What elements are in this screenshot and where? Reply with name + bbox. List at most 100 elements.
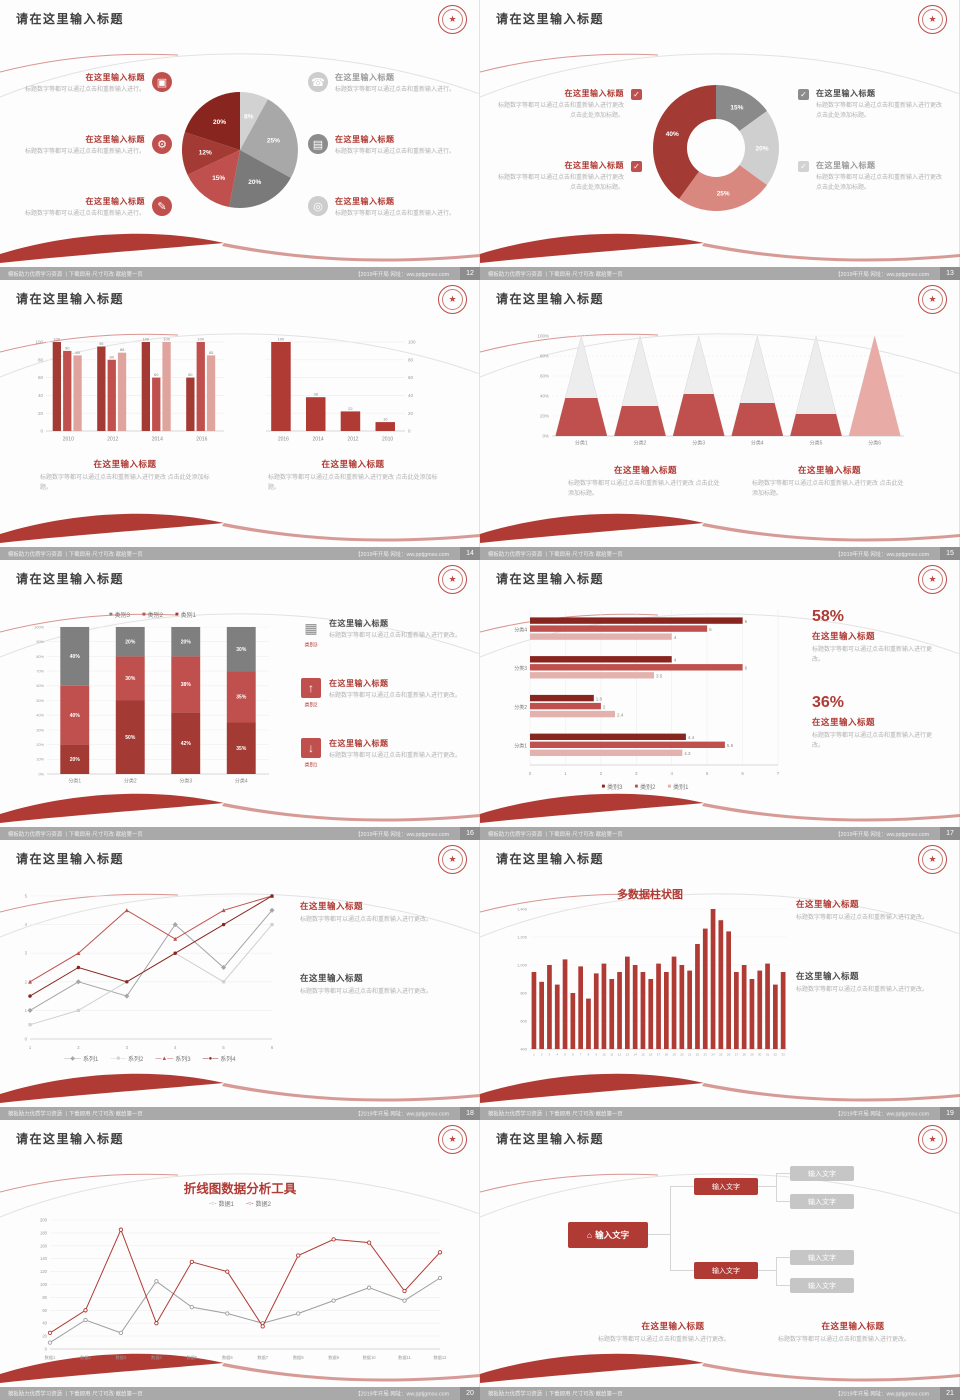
svg-text:数据12: 数据12 [433,1354,447,1361]
svg-text:分类2: 分类2 [124,778,137,785]
text-block: 在这里输入标题 标题数字等都可以通过点击和重新输入进行更改。 [778,1320,928,1346]
item-title: 在这里输入标题 [564,89,624,98]
block-desc: 标题数字等都可以通过点击和重新输入进行更改 点击此处添加标题。 [752,481,904,497]
page-number: 19 [940,1107,960,1120]
svg-text:2010: 2010 [63,437,74,443]
svg-text:200: 200 [40,1218,48,1223]
svg-text:16: 16 [649,1053,653,1057]
svg-text:25: 25 [719,1053,723,1057]
item-desc: 标题数字等都可以通过点击和重新输入进行更改。 [329,693,462,699]
svg-text:6: 6 [572,1053,574,1057]
svg-text:100: 100 [163,337,170,342]
svg-text:分类1: 分类1 [514,743,527,750]
svg-text:5: 5 [25,894,28,899]
svg-text:分类1: 分类1 [575,440,588,447]
block-desc: 标题数字等都可以通过点击和重新输入进行更改。 [812,647,933,663]
text-block: 在这里输入标题 标题数字等都可以通过点击和重新输入进行更改 点击此处添加标题。 [40,458,210,493]
footer-text: 模板助力优质学习资源 丨下载即用·尺寸可改·献给第一页 [488,272,623,278]
item-desc: 标题数字等都可以通过点击和重新输入进行更改。 [329,753,462,759]
legend-item: ■ 类别3 [109,611,131,620]
block-desc: 标题数字等都可以通过点击和重新输入进行更改。 [812,733,933,749]
item-desc: 标题数字等都可以通过点击和重新输入进行。 [335,211,456,217]
svg-text:100%: 100% [537,334,549,339]
slide-title: 请在这里输入标题 [496,1132,605,1146]
block-title: 在这里输入标题 [821,1321,885,1331]
bicycle-icon: ◎ [308,196,328,216]
briefcase-icon: ▤ [308,134,328,154]
block-title: 在这里输入标题 [613,465,677,475]
org-branch-box: 输入文字 [694,1178,758,1195]
org-leaf-label: 输入文字 [808,1198,836,1206]
page-number: 16 [460,827,480,840]
svg-text:20%: 20% [755,145,768,152]
chart-legend: ■ 类别3 ■ 类别2 ■ 类别1 [520,782,770,792]
chart-title: 折线图数据分析工具 [183,1182,297,1196]
org-leaf-label: 输入文字 [808,1282,836,1290]
svg-text:100%: 100% [34,625,44,629]
svg-text:2: 2 [77,1045,80,1050]
svg-text:80%: 80% [36,655,44,659]
school-seal-logo [438,565,467,594]
org-branch-label: 输入文字 [712,1183,740,1191]
block-title: 在这里输入标题 [321,459,385,469]
svg-text:2012: 2012 [347,437,358,443]
svg-text:20%: 20% [70,757,81,763]
slide-footer: 模板助力优质学习资源 丨下载即用·尺寸可改·献给第一页 【2019年开局 网址：… [480,1107,960,1120]
org-leaf-box: 输入文字 [790,1194,854,1209]
svg-text:10: 10 [602,1053,606,1057]
slide-title: 请在这里输入标题 [496,292,605,306]
svg-text:26: 26 [727,1053,731,1057]
svg-text:0: 0 [408,429,411,434]
list-item: ↓ 类别1 在这里输入标题 标题数字等都可以通过点击和重新输入进行更改。 [300,738,468,769]
svg-text:0: 0 [45,1347,48,1352]
list-item: 在这里输入标题 标题数字等都可以通过点击和重新输入进行。 ⚙ [14,134,172,158]
svg-text:1.8: 1.8 [596,696,603,701]
page-number: 17 [940,827,960,840]
svg-text:60%: 60% [540,374,549,379]
checkbox-icon: ✓ [631,161,642,172]
text-block: 在这里输入标题 标题数字等都可以通过点击和重新输入进行更改 点击此处添加标题。 [568,464,723,499]
block-desc: 标题数字等都可以通过点击和重新输入进行更改。 [796,987,929,993]
page-number: 21 [940,1387,960,1400]
school-seal-logo [438,845,467,874]
svg-text:数据4: 数据4 [151,1354,162,1361]
list-item: ▤ 在这里输入标题 标题数字等都可以通过点击和重新输入进行。 [308,134,466,158]
footer-url: 【2019年开局 网址：ww.pptjgmsu.com [354,272,449,278]
text-block: 在这里输入标题 标题数字等都可以通过点击和重新输入进行更改。 [598,1320,748,1346]
item-title: 在这里输入标题 [335,197,395,206]
svg-text:100: 100 [197,337,204,342]
legend-item: ■ 类别2 [142,611,163,620]
svg-text:1: 1 [533,1053,535,1057]
block-title: 在这里输入标题 [796,971,860,981]
slide-title: 请在这里输入标题 [496,12,605,26]
school-seal-logo [438,1125,467,1154]
block-desc: 标题数字等都可以通过点击和重新输入进行更改。 [300,917,433,923]
slide-title: 请在这里输入标题 [496,572,605,586]
svg-text:4.4: 4.4 [688,735,695,740]
svg-text:15%: 15% [212,175,225,182]
svg-text:数据8: 数据8 [293,1354,304,1361]
block-title: 在这里输入标题 [641,1321,705,1331]
svg-text:5: 5 [709,627,712,632]
svg-text:80: 80 [42,1295,47,1300]
horizontal-bar-chart: 0 1 2 3 4 5 6 7 6 5 4 分类4 4 6 3.5 分类3 1.8 2 2.4 分类2 4.4 5.5 4.… [504,604,792,778]
block-desc: 标题数字等都可以通过点击和重新输入进行更改 点击此处添加标题。 [268,475,438,491]
slide-footer: 模板助力优质学习资源 丨下载即用·尺寸可改·献给第一页 【2019年开局 网址：… [480,267,960,280]
svg-text:27: 27 [735,1053,739,1057]
bar-chart-icon: ▦ [304,619,318,636]
svg-text:12%: 12% [199,150,212,157]
svg-text:60: 60 [188,372,193,377]
svg-text:120: 120 [40,1269,48,1274]
svg-text:11: 11 [610,1053,613,1057]
legend-item: -○- 数据1 [209,1200,234,1209]
grouped-bar-chart: 0 20 40 60 80 100 100 90 85 2010 95 80 88 2012 100 60 10… [28,334,230,444]
footer-url: 【2019年开局 网址：ww.pptjgmsu.com [834,1112,929,1118]
svg-text:数据6: 数据6 [222,1354,233,1361]
footer-url: 【2019年开局 网址：ww.pptjgmsu.com [834,832,929,838]
block-title: 在这里输入标题 [812,631,876,641]
slide-title: 请在这里输入标题 [16,12,125,26]
svg-text:10: 10 [383,417,388,422]
text-block: 在这里输入标题 标题数字等都可以通过点击和重新输入进行更改。 [300,900,462,926]
list-item: ◎ 在这里输入标题 标题数字等都可以通过点击和重新输入进行。 [308,196,466,220]
svg-text:90: 90 [65,345,70,350]
